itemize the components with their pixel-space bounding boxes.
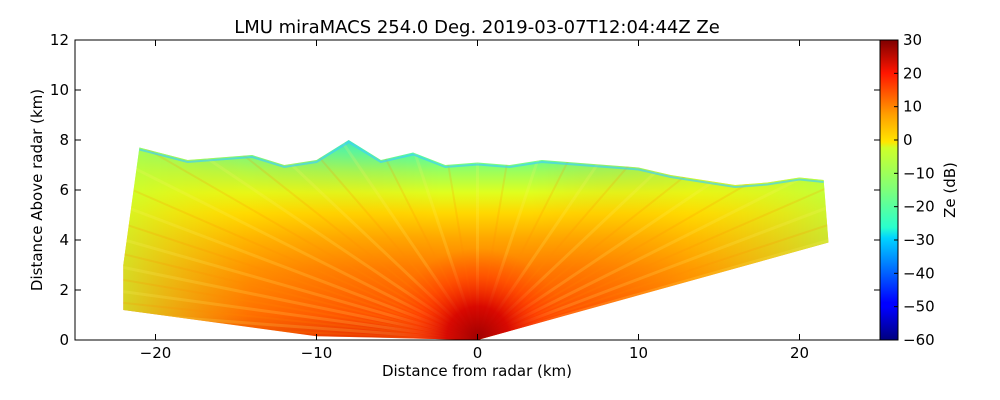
- plot-area: [74, 39, 881, 341]
- echo-ray: [123, 197, 478, 340]
- colorbar-tick-label: −30: [903, 231, 935, 249]
- colorbar-label: Ze (dB): [941, 162, 959, 218]
- y-tick-label: 2: [59, 281, 69, 299]
- colorbar-tick-label: −10: [903, 164, 935, 182]
- y-tick-label: 0: [59, 331, 69, 349]
- x-tick-label: 10: [629, 344, 648, 362]
- y-tick-label: 10: [50, 81, 69, 99]
- chart-title: LMU miraMACS 254.0 Deg. 2019-03-07T12:04…: [234, 17, 720, 38]
- y-tick-label: 12: [50, 31, 69, 49]
- colorbar-gradient: [879, 39, 899, 341]
- echo-ray: [123, 140, 478, 340]
- echo-ray: [123, 247, 478, 340]
- echo-ray: [123, 172, 478, 340]
- x-axis: −20 −10 0 10 20: [140, 40, 809, 362]
- colorbar-ticks: 30 20 10 0 −10 −20 −30 −40 −50 −60: [894, 31, 935, 349]
- colorbar-tick-label: 10: [903, 98, 922, 116]
- echo-ray: [123, 140, 478, 340]
- colorbar-tick-label: 30: [903, 31, 922, 49]
- y-tick-label: 6: [59, 181, 69, 199]
- echo-ray: [123, 272, 478, 340]
- colorbar-tick-label: 20: [903, 64, 922, 82]
- colorbar-tick-label: −50: [903, 298, 935, 316]
- x-tick-label: 0: [473, 344, 483, 362]
- echo-ray: [476, 140, 829, 340]
- cloud-top-fringe: [139, 140, 824, 189]
- echo-ray: [477, 140, 829, 340]
- colorbar-tick-label: 0: [903, 131, 913, 149]
- echo-ray: [123, 299, 478, 340]
- echo-ray: [123, 150, 478, 340]
- x-tick-label: −10: [301, 344, 333, 362]
- x-tick-label: −20: [140, 344, 172, 362]
- colorbar-tick-label: −40: [903, 264, 935, 282]
- echo-ray: [123, 140, 478, 340]
- echo-ray: [477, 140, 829, 340]
- x-tick-label: 20: [790, 344, 809, 362]
- colorbar: 30 20 10 0 −10 −20 −30 −40 −50 −60 Ze (dB): [879, 31, 959, 349]
- y-tick-label: 4: [59, 231, 69, 249]
- x-axis-label: Distance from radar (km): [382, 362, 572, 380]
- colorbar-tick-label: −20: [903, 198, 935, 216]
- echo-ray: [477, 140, 829, 340]
- y-axis-label: Distance Above radar (km): [28, 89, 46, 291]
- colorbar-tick-label: −60: [903, 331, 935, 349]
- y-axis: 0 2 4 6 8 10 12: [50, 31, 880, 349]
- echo-ray: [123, 140, 479, 340]
- y-tick-label: 8: [59, 131, 69, 149]
- echo-ray: [123, 221, 478, 340]
